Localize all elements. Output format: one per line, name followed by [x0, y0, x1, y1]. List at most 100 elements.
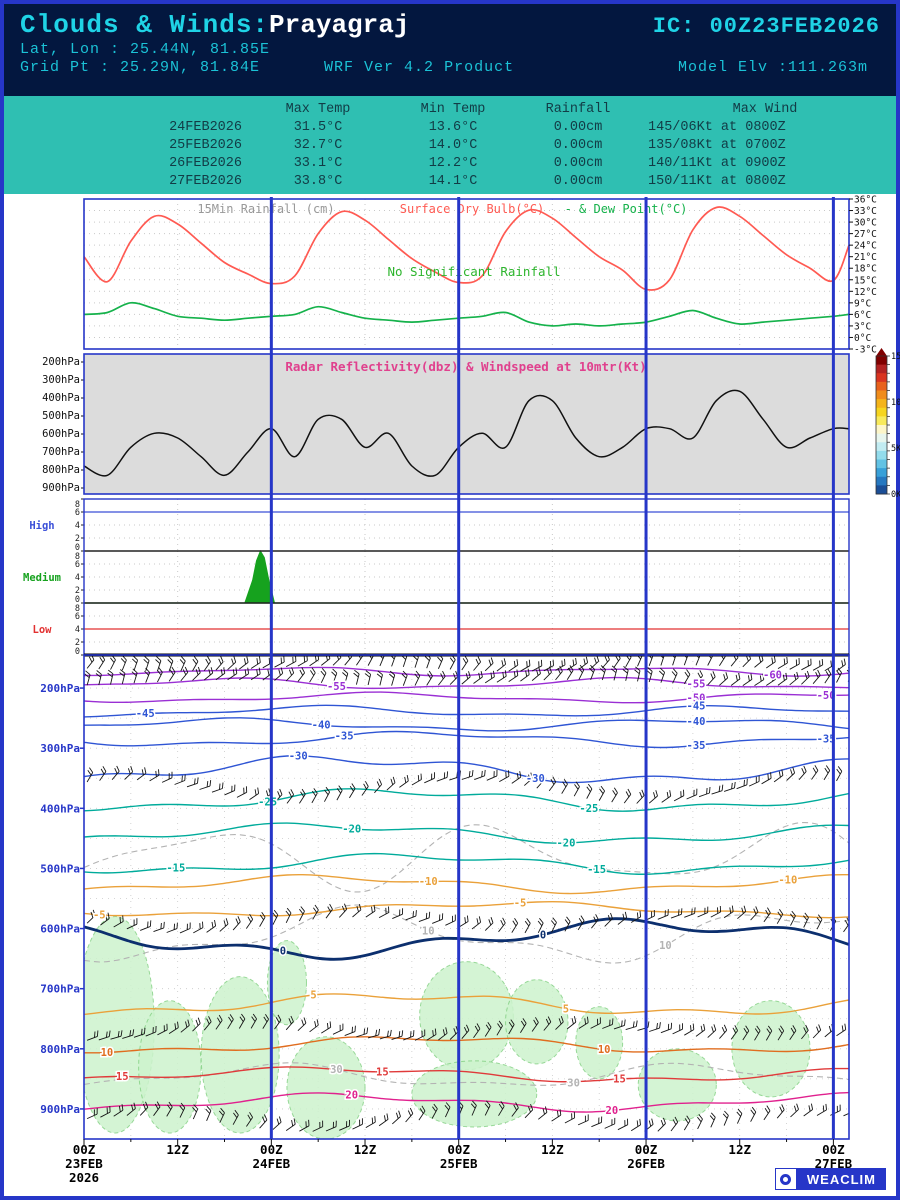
- surface-panel: 15Min Rainfall (cm)Surface Dry Bulb(°C)-…: [84, 199, 849, 349]
- svg-text:8: 8: [75, 604, 80, 614]
- svg-text:2: 2: [75, 586, 80, 596]
- svg-text:2: 2: [75, 534, 80, 544]
- svg-text:-55: -55: [327, 681, 346, 693]
- surface-dry-bulb-line: [84, 207, 849, 290]
- svg-text:20: 20: [345, 1090, 358, 1102]
- svg-text:500hPa: 500hPa: [42, 410, 80, 422]
- svg-text:15: 15: [376, 1066, 389, 1078]
- summary-max-wind: 135/08Kt at 0700Z: [634, 138, 896, 153]
- svg-text:0: 0: [540, 929, 546, 941]
- surface-title-drybulb: Surface Dry Bulb(°C): [400, 202, 545, 216]
- dew-point-line: [84, 303, 849, 326]
- station-name: Prayagraj: [269, 10, 409, 40]
- svg-text:21°C: 21°C: [854, 252, 877, 263]
- surface-title-rainfall: 15Min Rainfall (cm): [197, 202, 334, 216]
- title-row: Clouds & Winds: Prayagraj IC: 00Z23FEB20…: [20, 10, 884, 40]
- surface-grid: [84, 199, 849, 349]
- svg-text:-50: -50: [817, 690, 836, 702]
- svg-text:5: 5: [563, 1003, 569, 1015]
- svg-text:800hPa: 800hPa: [42, 464, 80, 476]
- svg-text:00Z: 00Z: [635, 1142, 658, 1157]
- svg-text:-20: -20: [556, 838, 575, 850]
- svg-text:15Kt: 15Kt: [891, 352, 900, 362]
- svg-text:33°C: 33°C: [854, 206, 877, 217]
- svg-text:4: 4: [75, 573, 80, 583]
- svg-text:6: 6: [75, 612, 80, 622]
- svg-text:15°C: 15°C: [854, 275, 877, 286]
- svg-text:12Z: 12Z: [354, 1142, 377, 1157]
- no-rainfall-annotation: No Significant Rainfall: [387, 264, 560, 279]
- weaclim-brand: WEACLIM: [797, 1168, 886, 1190]
- surface-right-axis: 36°C33°C30°C27°C24°C21°C18°C15°C12°C9°C6…: [849, 195, 877, 356]
- model-elevation-label: Model Elv :111.263m: [678, 59, 868, 76]
- svg-text:26FEB: 26FEB: [627, 1156, 665, 1171]
- svg-text:400hPa: 400hPa: [40, 802, 80, 815]
- svg-text:10: 10: [659, 940, 672, 952]
- svg-text:-35: -35: [817, 734, 836, 746]
- svg-text:4: 4: [75, 521, 80, 531]
- svg-text:900hPa: 900hPa: [40, 1103, 80, 1116]
- svg-text:10: 10: [422, 925, 435, 937]
- svg-text:-20: -20: [342, 823, 361, 835]
- summary-min-temp: 12.2°C: [384, 156, 522, 171]
- summary-max-wind: 150/11Kt at 0800Z: [634, 174, 896, 189]
- cloud-group-label: Low: [33, 624, 53, 636]
- day-lines: [271, 197, 833, 1139]
- windspeed-colorbar: 15Kt10Kt5Kt0Kt: [876, 348, 900, 500]
- summary-rainfall: 0.00cm: [522, 138, 634, 153]
- svg-text:6°C: 6°C: [854, 310, 871, 321]
- svg-text:-40: -40: [312, 720, 331, 732]
- svg-text:-55: -55: [687, 679, 706, 691]
- svg-text:4: 4: [75, 625, 80, 635]
- page-title: Clouds & Winds:: [20, 10, 269, 40]
- windspeed-10m-line: [84, 390, 849, 476]
- svg-text:0: 0: [75, 647, 80, 657]
- svg-text:5Kt: 5Kt: [891, 444, 900, 454]
- svg-text:700hPa: 700hPa: [40, 983, 80, 996]
- svg-text:8: 8: [75, 500, 80, 510]
- svg-text:24°C: 24°C: [854, 241, 877, 252]
- summary-max-temp: 32.7°C: [252, 138, 384, 153]
- cloud-group-label: High: [29, 520, 54, 532]
- svg-text:00Z: 00Z: [73, 1142, 96, 1157]
- svg-text:-35: -35: [335, 730, 354, 742]
- header: Clouds & Winds: Prayagraj IC: 00Z23FEB20…: [4, 4, 896, 96]
- svg-text:30: 30: [567, 1077, 580, 1089]
- svg-text:12Z: 12Z: [541, 1142, 564, 1157]
- svg-text:-60: -60: [763, 670, 782, 682]
- svg-text:-5: -5: [514, 897, 527, 909]
- summary-max-temp: 33.1°C: [252, 156, 384, 171]
- radar-wind-title: Radar Reflectivity(dbz) & Windspeed at 1…: [285, 359, 646, 374]
- svg-text:-10: -10: [419, 876, 438, 888]
- svg-text:-3°C: -3°C: [854, 345, 877, 356]
- summary-col-header: Max Temp: [252, 102, 384, 117]
- init-condition-label: IC: 00Z23FEB2026: [653, 14, 880, 39]
- svg-text:-15: -15: [166, 863, 185, 875]
- svg-text:-50: -50: [687, 693, 706, 705]
- svg-text:300hPa: 300hPa: [42, 374, 80, 386]
- temperature-contours: [84, 667, 849, 1112]
- svg-text:15: 15: [613, 1074, 626, 1086]
- svg-text:00Z: 00Z: [822, 1142, 845, 1157]
- svg-text:300hPa: 300hPa: [40, 742, 80, 755]
- svg-text:-30: -30: [289, 750, 308, 762]
- summary-max-wind: 140/11Kt at 0900Z: [634, 156, 896, 171]
- summary-rainfall: 0.00cm: [522, 120, 634, 135]
- wind-barbs: [85, 651, 858, 1132]
- summary-min-temp: 14.0°C: [384, 138, 522, 153]
- product-version-label: WRF Ver 4.2 Product: [324, 59, 514, 76]
- svg-text:12Z: 12Z: [728, 1142, 751, 1157]
- svg-text:12Z: 12Z: [166, 1142, 189, 1157]
- cross-section-content: 10103030-60-55-55-50-50-45-45-40-40-35-3…: [76, 651, 858, 1139]
- svg-text:36°C: 36°C: [854, 195, 877, 206]
- svg-text:10: 10: [101, 1047, 114, 1059]
- svg-text:25FEB: 25FEB: [440, 1156, 478, 1171]
- summary-min-temp: 13.6°C: [384, 120, 522, 135]
- summary-max-wind: 145/06Kt at 0800Z: [634, 120, 896, 135]
